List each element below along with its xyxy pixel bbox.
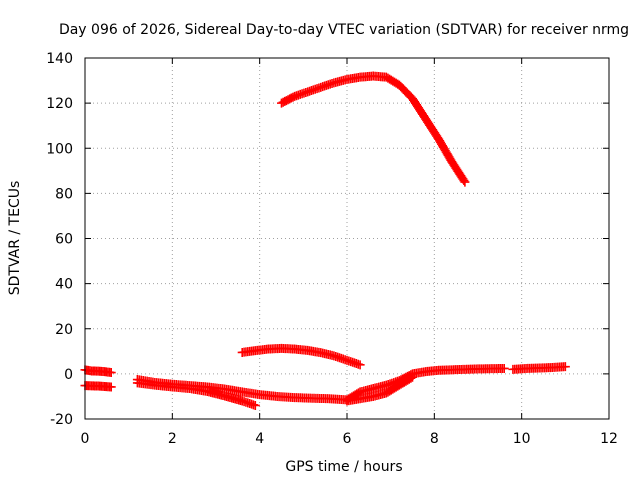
plot-frame [84, 57, 610, 420]
y-tick-labels: -20 0 20 40 60 80 100 120 140 [46, 51, 73, 428]
x-tick-labels: 0 2 4 6 8 10 12 [81, 431, 618, 447]
x-tick-label: 8 [430, 431, 439, 447]
grid-lines [84, 57, 610, 420]
data-point-arc-1 [460, 177, 470, 187]
y-tick-label: 0 [64, 367, 73, 383]
data-point-arc-4 [106, 382, 116, 392]
x-tick-label: 10 [513, 431, 531, 447]
y-tick-label: 100 [46, 141, 73, 157]
x-tick-label: 2 [168, 431, 177, 447]
data-point-arc-1 [459, 176, 469, 186]
y-tick-label: 20 [55, 322, 73, 338]
x-tick-label: 12 [600, 431, 618, 447]
data-point-arc-6 [250, 400, 260, 410]
data-point-arc-8 [406, 373, 416, 383]
x-axis-label: GPS time / hours [285, 459, 402, 475]
x-tick-label: 0 [81, 431, 90, 447]
y-tick-label: 140 [46, 51, 73, 67]
y-tick-label: 120 [46, 96, 73, 112]
data-point-arc-7 [499, 363, 509, 373]
data-points [80, 71, 570, 410]
y-tick-label: 80 [55, 186, 73, 202]
y-tick-label: 60 [55, 232, 73, 248]
data-point-arc-2 [355, 360, 365, 370]
y-tick-label: -20 [50, 412, 73, 428]
chart-title: Day 096 of 2026, Sidereal Day-to-day VTE… [59, 22, 629, 38]
x-tick-label: 6 [343, 431, 352, 447]
y-axis-label: SDTVAR / TECUs [7, 181, 23, 296]
data-point-arc-9 [560, 362, 570, 372]
y-tick-label: 40 [55, 277, 73, 293]
data-point-arc-8 [408, 372, 417, 382]
data-point-arc-3 [106, 368, 116, 378]
x-tick-label: 4 [255, 431, 264, 447]
